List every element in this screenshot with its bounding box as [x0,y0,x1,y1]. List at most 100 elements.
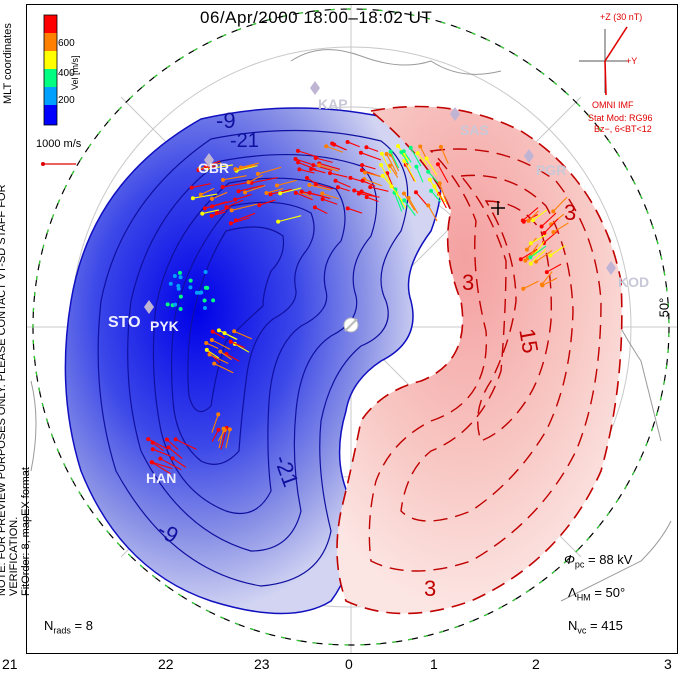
imf-y-label: +Y [626,56,638,66]
vector-origin [172,273,177,278]
vector-line [335,180,351,188]
vector-line [299,168,315,174]
preview-note-line1: NOTE: FOR PREVIEW PURPOSES ONLY. PLEASE … [0,184,20,596]
vector-origin [178,294,183,299]
mlt-tick-0: 0 [345,656,353,672]
vector-line [295,192,313,201]
vector-line [322,193,339,200]
vector-line [166,439,179,450]
contour-label-dawn-inner: 15 [514,326,544,356]
vector-line [248,174,263,183]
vector-line [438,193,447,209]
vector-line [381,153,392,174]
vector-line [528,210,539,222]
vector-line [347,141,360,148]
map-svg [27,5,677,653]
vector-line [552,196,568,212]
vector-origin [178,275,183,280]
vector-line [238,184,264,192]
potential-max-marker [491,201,505,215]
vector-line [266,188,284,194]
vector-line [530,245,547,258]
vector-line [380,164,393,187]
vector-line [534,241,545,255]
vector-line [301,191,324,197]
colorbar-tick-600: 600 [58,38,75,49]
map-frame [26,4,678,654]
radar-pgr: PGR [536,162,567,178]
vector-line [198,165,216,171]
contour-label-dawn-outer: 3 [564,200,577,225]
contour-label-dawn-mid: 3 [462,270,475,295]
vector-origin [202,298,207,303]
vector-line [350,177,368,184]
vector-line [168,446,183,459]
vector-origin [173,302,178,307]
mlt-tick-22: 22 [158,656,174,672]
vector-line [259,199,276,206]
vector-line [233,330,252,340]
vector-line [313,164,333,172]
vector-line [236,165,258,172]
vector-line [427,205,438,222]
vector-line [309,184,331,191]
coords-label: MLT coordinates [2,23,14,104]
vector-line [151,461,173,470]
vector-line [151,462,172,475]
vector-line [415,191,428,206]
vector-line [295,158,313,165]
vector-line [315,183,334,190]
vector-line [235,164,256,170]
vector-line [222,175,247,181]
vector-line [222,182,249,188]
vector-line [426,158,438,176]
vector-line [211,191,228,200]
vector-line [240,162,259,168]
vector-line [251,177,278,184]
vector-line [535,250,553,263]
vector-origin [168,281,173,286]
mlt-tick-1: 1 [430,656,438,672]
vector-line [319,162,341,170]
vector-scale-label: 1000 m/s [36,138,82,150]
vector-line [216,206,232,214]
vector-origin [176,283,181,288]
vector-line [234,193,252,201]
vector-line [206,342,219,350]
latitude-label: 50° [656,297,672,318]
vector-line [329,172,348,178]
map-title: 06/Apr/2000 18:00–18:02 UT [200,8,433,27]
lambda-hm-value: = 50° [594,585,626,600]
vector-origin [197,290,202,295]
radar-gbr: GBR [198,160,230,176]
vector-line [541,212,557,227]
vector-origin [178,307,183,312]
magnetic-pole-marker [343,317,359,333]
vector-origin [177,270,182,275]
radar-sto: STO [108,314,141,331]
mlt-tick-21: 21 [2,656,18,672]
vector-line [543,230,559,244]
vector-line [337,186,350,192]
vector-origin [165,302,170,307]
vector-line [209,354,229,365]
vector-line [147,438,168,450]
phi-pc-value: = 88 kV [588,552,633,567]
colorbar-label: Vel [m/s] [70,55,80,90]
radar-sas: SAS [460,122,489,138]
vector-line [211,211,226,217]
vector-line [403,151,412,163]
vector-line [218,329,238,340]
vector-line [202,209,220,215]
mlt-tick-2: 2 [532,656,540,672]
velocity-colorbar [43,14,58,126]
vector-origin [176,286,181,291]
vector-line [213,363,234,374]
vector-line [440,146,449,164]
radar-kod: KOD [618,274,650,290]
vector-line [366,196,379,203]
vector-origin [188,278,193,283]
vector-line [206,164,233,170]
vector-line [550,245,566,256]
vector-line [225,429,231,449]
